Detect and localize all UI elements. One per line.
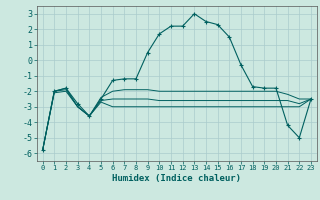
X-axis label: Humidex (Indice chaleur): Humidex (Indice chaleur): [112, 174, 241, 183]
